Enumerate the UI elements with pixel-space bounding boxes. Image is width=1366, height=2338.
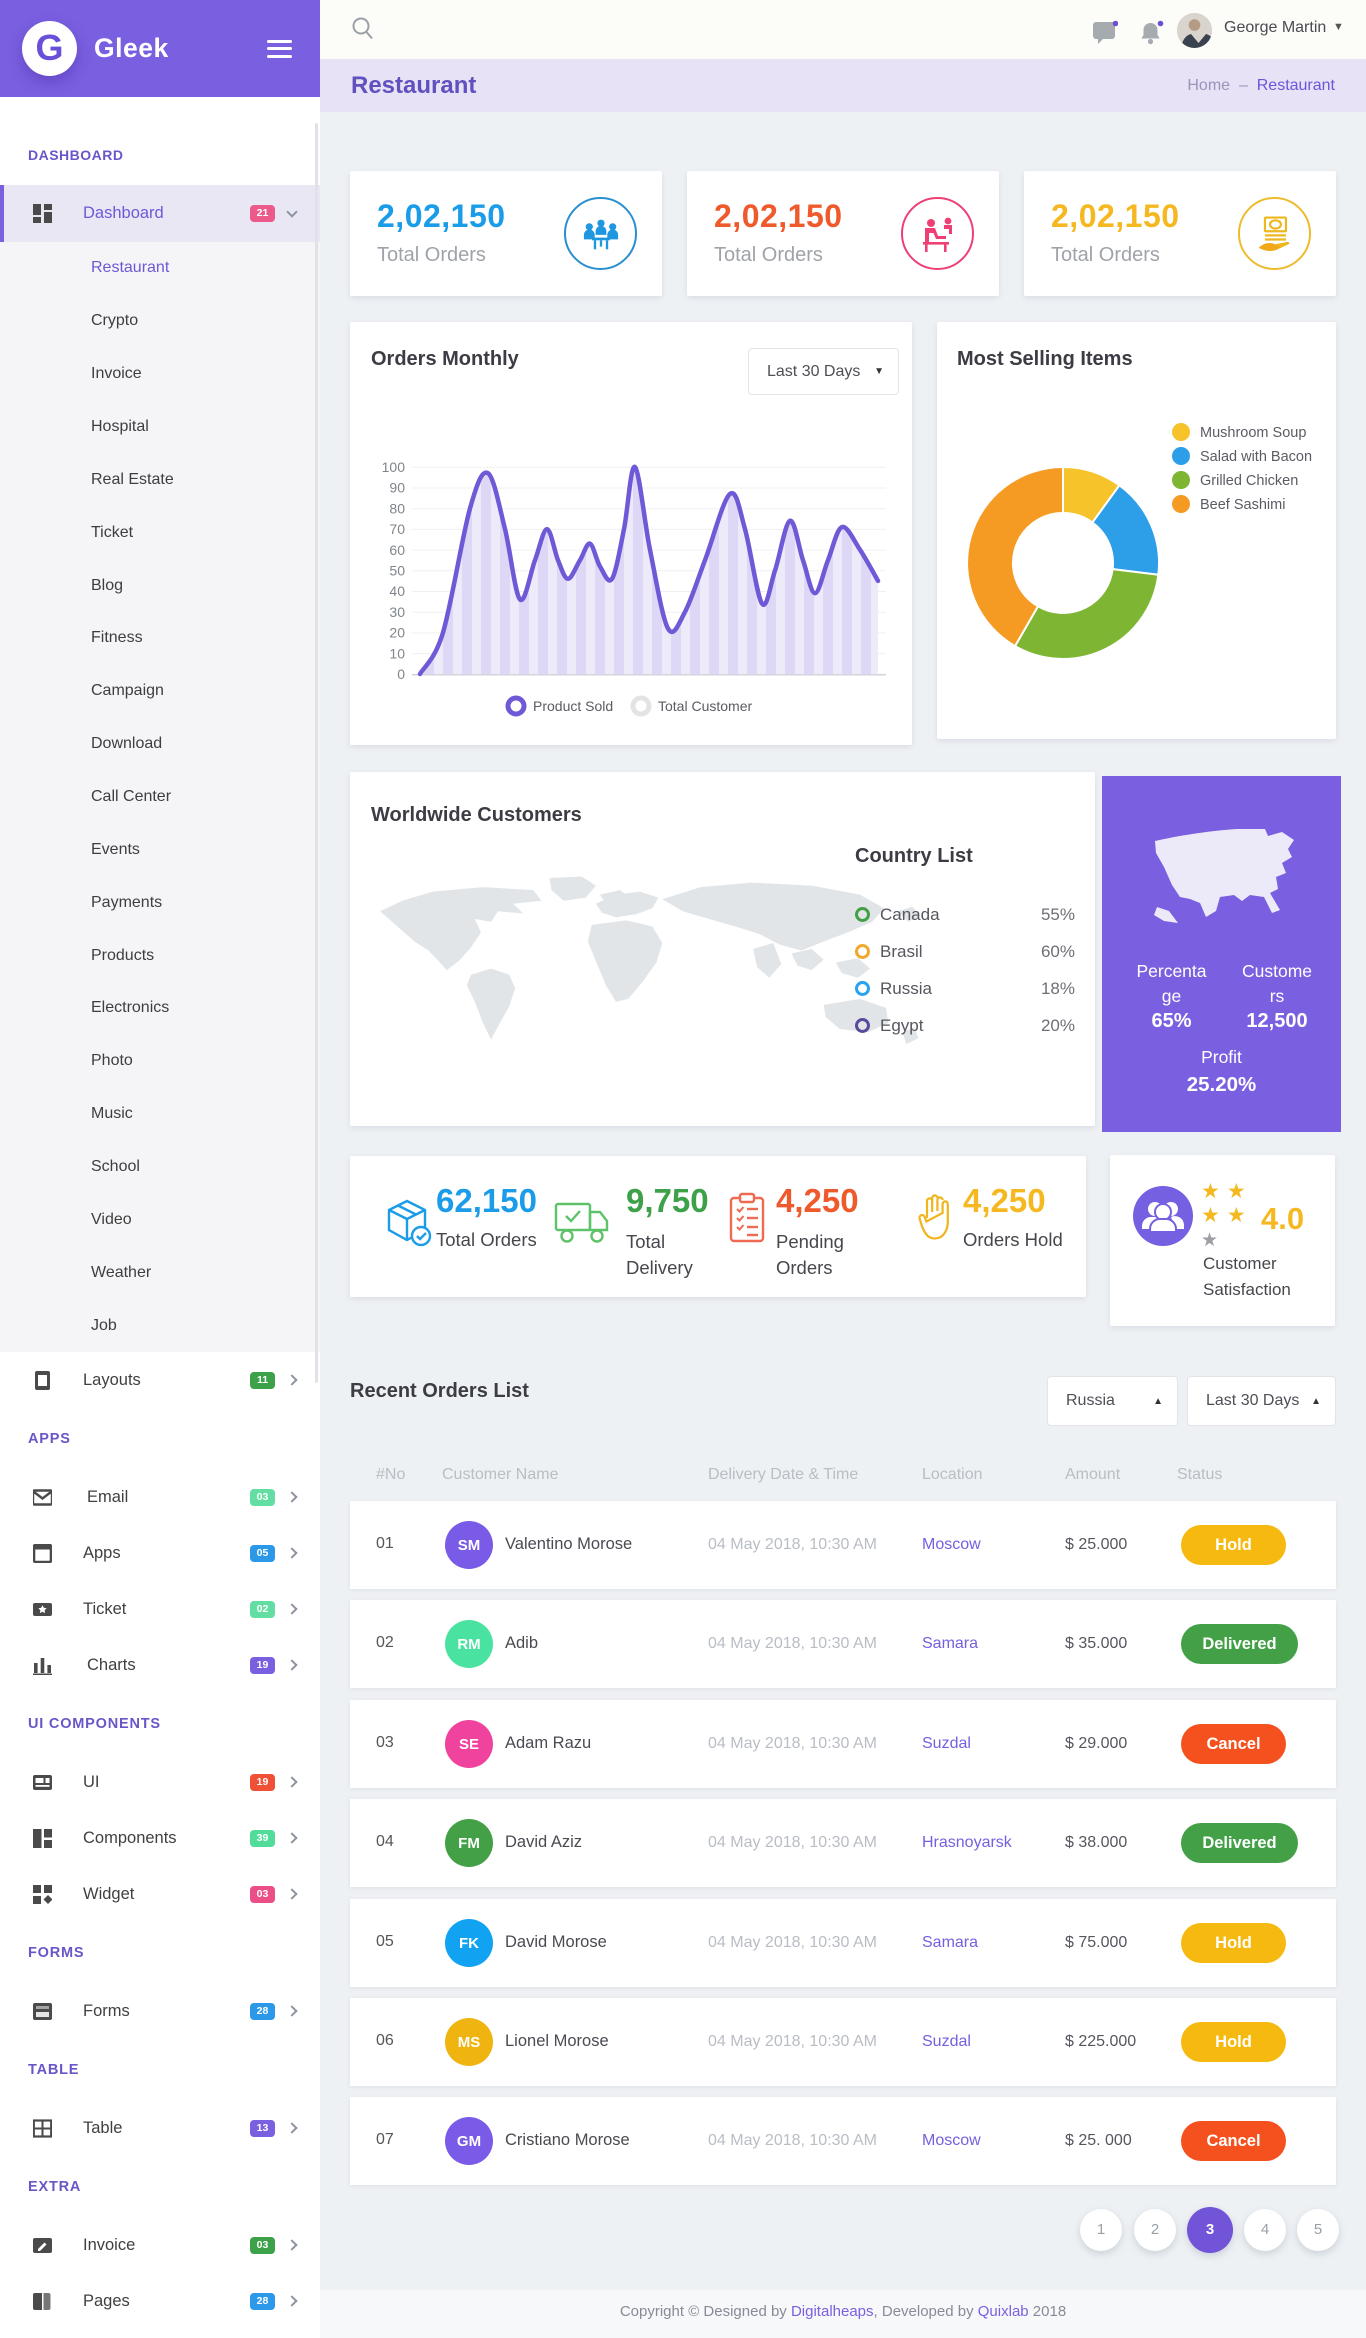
svg-text:10: 10 xyxy=(389,645,405,661)
svg-text:60: 60 xyxy=(389,542,405,558)
svg-text:Product Sold: Product Sold xyxy=(533,698,613,714)
svg-text:40: 40 xyxy=(389,583,405,599)
svg-text:Mushroom Soup: Mushroom Soup xyxy=(1200,425,1306,441)
svg-text:Salad with Bacon: Salad with Bacon xyxy=(1200,449,1312,465)
svg-text:100: 100 xyxy=(382,459,406,475)
svg-text:Beef Sashimi: Beef Sashimi xyxy=(1200,497,1285,513)
svg-text:20: 20 xyxy=(389,625,405,641)
svg-text:90: 90 xyxy=(389,480,405,496)
svg-text:30: 30 xyxy=(389,604,405,620)
svg-text:70: 70 xyxy=(389,521,405,537)
svg-text:80: 80 xyxy=(389,500,405,516)
svg-text:50: 50 xyxy=(389,563,405,579)
svg-text:Total Customer: Total Customer xyxy=(658,698,752,714)
svg-text:Grilled Chicken: Grilled Chicken xyxy=(1200,473,1298,489)
svg-text:0: 0 xyxy=(397,666,405,682)
